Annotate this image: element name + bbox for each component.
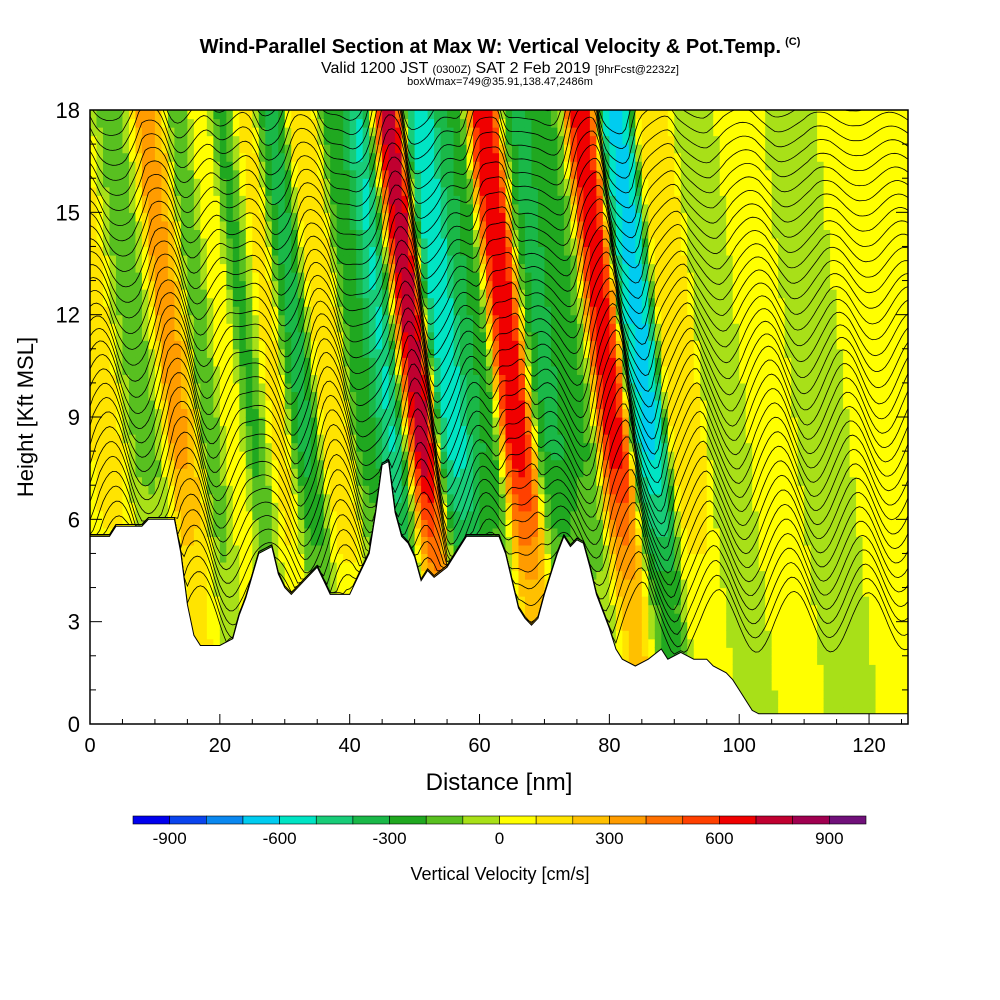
colorbar-swatch: [792, 815, 830, 825]
terrain-mask: [90, 460, 908, 724]
colorbar-swatch: [425, 815, 464, 825]
x-tick-label: 120: [852, 735, 885, 757]
colorbar: -900 -600 -300 0 300 600 900: [132, 815, 867, 848]
colorbar-swatch: [279, 815, 317, 825]
y-tick-label: 15: [56, 200, 80, 225]
colorbar-swatch: [132, 815, 170, 825]
colorbar-tick-label: 900: [815, 829, 843, 848]
colorbar-label: Vertical Velocity [cm/s]: [410, 864, 589, 884]
colorbar-swatch: [535, 815, 574, 825]
potential-temperature-contours: [90, 110, 908, 655]
colorbar-swatch: [242, 815, 280, 825]
y-tick-label: 18: [56, 98, 80, 123]
chart-title: Wind-Parallel Section at Max W: Vertical…: [199, 36, 801, 58]
y-tick-label: 12: [56, 303, 80, 328]
colorbar-tick-label: -300: [373, 829, 407, 848]
colorbar-tick-label: -900: [153, 829, 187, 848]
colorbar-swatch: [572, 815, 610, 825]
colorbar-swatch: [609, 815, 647, 825]
colorbar-swatch: [352, 815, 390, 825]
colorbar-swatch: [169, 815, 207, 825]
x-tick-label: 80: [598, 735, 620, 757]
colorbar-tick-label: 600: [705, 829, 733, 848]
chart-subtitle: Valid 1200 JST (0300Z) SAT 2 Feb 2019 [9…: [321, 60, 679, 77]
colorbar-swatch: [206, 815, 244, 825]
colorbar-tick-label: 0: [495, 829, 504, 848]
colorbar-tick-label: -600: [263, 829, 297, 848]
x-tick-label: 60: [468, 735, 490, 757]
colorbar-swatch: [682, 815, 720, 825]
x-axis: 0 20 40 60 80 100 120: [84, 714, 903, 757]
y-tick-label: 9: [68, 405, 80, 430]
y-tick-label: 3: [68, 610, 80, 635]
x-tick-label: 40: [339, 735, 361, 757]
x-tick-label: 100: [723, 735, 756, 757]
colorbar-swatch: [645, 815, 684, 825]
x-tick-label: 0: [84, 735, 95, 757]
y-axis: 0 3 6 9 12 15 18: [56, 98, 908, 737]
y-tick-label: 6: [68, 507, 80, 532]
colorbar-swatch: [499, 815, 537, 825]
y-axis-label: Height [Kft MSL]: [13, 337, 38, 497]
copyright-mark: (C): [785, 36, 801, 49]
colorbar-swatch: [315, 815, 354, 825]
y-tick-label: 0: [68, 712, 80, 737]
x-axis-label: Distance [nm]: [426, 769, 573, 796]
x-tick-label: 20: [209, 735, 231, 757]
colorbar-swatch: [389, 815, 427, 825]
chart-subtitle-box: boxWmax=749@35.91,138.47,2486m: [407, 76, 593, 88]
colorbar-tick-label: 300: [595, 829, 623, 848]
colorbar-swatch: [719, 815, 757, 825]
colorbar-swatch: [829, 815, 867, 825]
colorbar-swatch: [755, 815, 793, 825]
colorbar-swatch: [462, 815, 500, 825]
